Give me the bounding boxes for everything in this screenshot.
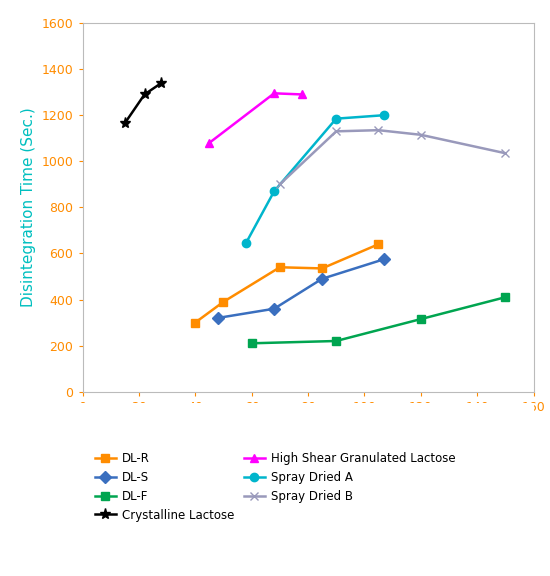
Spray Dried B xyxy=(502,150,509,157)
DL-F xyxy=(417,316,424,323)
High Shear Granulated Lactose xyxy=(206,139,213,146)
DL-S xyxy=(319,275,326,282)
Line: DL-F: DL-F xyxy=(248,293,509,347)
Line: High Shear Granulated Lactose: High Shear Granulated Lactose xyxy=(205,89,306,147)
High Shear Granulated Lactose xyxy=(271,90,277,97)
Spray Dried B xyxy=(417,131,424,138)
Crystalline Lactose xyxy=(122,120,128,127)
Spray Dried A xyxy=(271,188,277,195)
Line: DL-S: DL-S xyxy=(213,255,388,322)
DL-R xyxy=(375,241,382,248)
Spray Dried B xyxy=(277,181,283,188)
High Shear Granulated Lactose xyxy=(299,91,306,98)
Spray Dried A xyxy=(381,112,387,119)
Spray Dried B xyxy=(333,128,339,135)
Spray Dried A xyxy=(243,240,249,247)
Spray Dried A xyxy=(333,115,339,122)
DL-S xyxy=(271,305,277,312)
Crystalline Lactose xyxy=(158,79,165,86)
Legend: DL-R, DL-S, DL-F, Crystalline Lactose, High Shear Granulated Lactose, Spray Drie: DL-R, DL-S, DL-F, Crystalline Lactose, H… xyxy=(89,446,461,528)
DL-R xyxy=(277,264,283,271)
Spray Dried B xyxy=(375,127,382,134)
DL-F xyxy=(249,340,255,347)
Crystalline Lactose xyxy=(141,91,148,98)
Line: Spray Dried A: Spray Dried A xyxy=(242,111,388,247)
FancyBboxPatch shape xyxy=(6,400,544,574)
DL-S xyxy=(214,314,221,321)
Line: Spray Dried B: Spray Dried B xyxy=(276,126,509,188)
Y-axis label: Disintegration Time (Sec.): Disintegration Time (Sec.) xyxy=(21,108,36,307)
DL-F xyxy=(502,294,509,301)
Line: Crystalline Lactose: Crystalline Lactose xyxy=(119,77,167,129)
DL-S xyxy=(381,256,387,263)
DL-F xyxy=(333,338,339,344)
DL-R xyxy=(220,298,227,305)
DL-R xyxy=(319,265,326,272)
Line: DL-R: DL-R xyxy=(191,240,383,327)
DL-R xyxy=(192,319,199,326)
X-axis label: Tablet Hardness (N): Tablet Hardness (N) xyxy=(233,419,383,434)
